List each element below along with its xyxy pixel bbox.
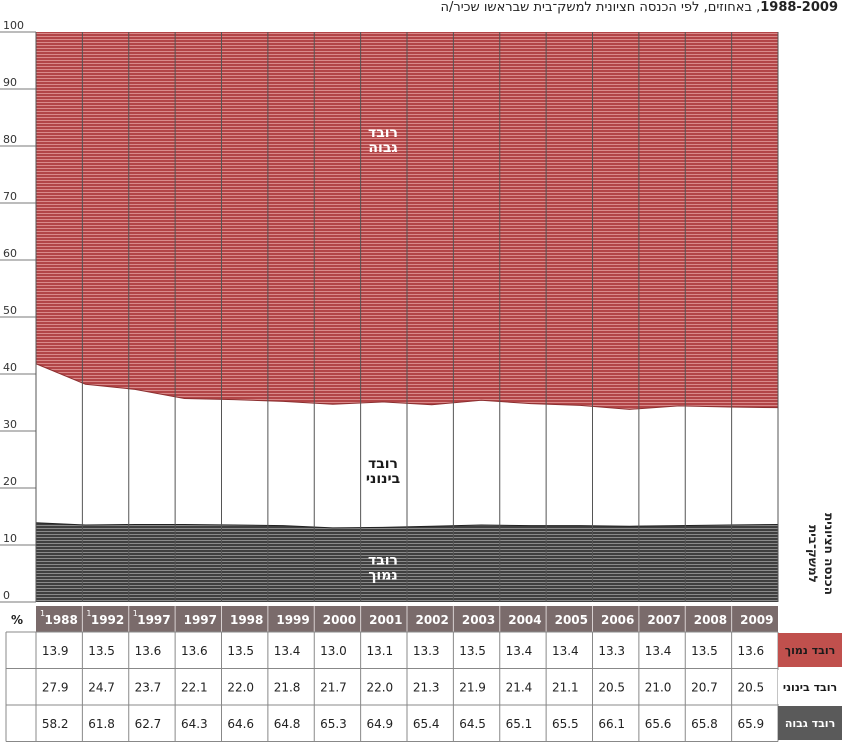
- table-cell-low: 13.4: [552, 644, 579, 658]
- table-cell-middle: 21.4: [506, 681, 533, 695]
- year-label: 1997: [137, 613, 170, 627]
- area-label-middle: בינוני: [366, 471, 400, 487]
- y-tick-label: 50: [3, 304, 17, 317]
- table-cell-high: 64.5: [459, 717, 486, 731]
- table-cell-low: 13.6: [737, 644, 764, 658]
- table-cell-middle: 22.0: [227, 681, 254, 695]
- y-tick-label: 20: [3, 475, 17, 488]
- year-label: 2005: [555, 613, 588, 627]
- y-tick-label: 90: [3, 76, 17, 89]
- table-cell-middle: 22.1: [181, 681, 208, 695]
- table-cell-middle: 21.1: [552, 681, 579, 695]
- table-cell-middle: 21.0: [645, 681, 672, 695]
- table-cell-middle: 20.5: [737, 681, 764, 695]
- table-cell-high: 65.1: [506, 717, 533, 731]
- chart-title: 1988-2009, באחוזים, לפי הכנסה חציונית למ…: [440, 0, 838, 15]
- year-label: 2008: [694, 613, 727, 627]
- table-cell-high: 65.9: [737, 717, 764, 731]
- table-cell-middle: 27.9: [42, 681, 69, 695]
- table-cell-high: 66.1: [598, 717, 625, 731]
- area-label-low: רובד: [368, 553, 398, 569]
- title-years: 1988-2009: [760, 0, 838, 15]
- row-label-low-text: רובד נמוך: [784, 643, 836, 657]
- table-cell-high: 65.3: [320, 717, 347, 731]
- table-cell-high: 64.8: [274, 717, 301, 731]
- area-label-high: גבוה: [368, 140, 397, 156]
- year-label: 1988: [44, 613, 77, 627]
- y-tick-label: 40: [3, 361, 17, 374]
- table-cell-high: 65.5: [552, 717, 579, 731]
- row-label-high: רובד גבוה: [778, 706, 842, 740]
- year-label: 1997: [184, 613, 217, 627]
- year-label: 2006: [601, 613, 634, 627]
- y-tick-label: 60: [3, 247, 17, 260]
- table-cell-low: 13.6: [135, 644, 162, 658]
- table-cell-low: 13.4: [274, 644, 301, 658]
- y-tick-label: 10: [3, 532, 17, 545]
- year-label: 1998: [230, 613, 263, 627]
- table-cell-low: 13.3: [598, 644, 625, 658]
- table-cell-middle: 20.5: [598, 681, 625, 695]
- row-header-title: הכנסה חציונית למשק־בית: [806, 513, 836, 595]
- table-cell-low: 13.0: [320, 644, 347, 658]
- y-tick-label: 70: [3, 190, 17, 203]
- table-cell-low: 13.5: [227, 644, 254, 658]
- table-cell-high: 64.6: [227, 717, 254, 731]
- table-cell-low: 13.6: [181, 644, 208, 658]
- year-label: 2001: [369, 613, 402, 627]
- area-label-low: נמוך: [368, 568, 397, 584]
- table-cell-low: 13.5: [459, 644, 486, 658]
- row-label-low: רובד נמוך: [778, 633, 842, 667]
- year-label: 1999: [276, 613, 309, 627]
- table-cell-high: 64.9: [366, 717, 393, 731]
- year-label: 2009: [740, 613, 773, 627]
- table-cell-middle: 24.7: [88, 681, 115, 695]
- footnote-mark: 1: [133, 609, 138, 618]
- year-label: 2007: [647, 613, 680, 627]
- table-cell-high: 61.8: [88, 717, 115, 731]
- table-cell-middle: 22.0: [366, 681, 393, 695]
- y-tick-label: 80: [3, 133, 17, 146]
- table-cell-middle: 20.7: [691, 681, 718, 695]
- year-label: 2004: [508, 613, 541, 627]
- table-cell-high: 65.8: [691, 717, 718, 731]
- table-cell-high: 62.7: [135, 717, 162, 731]
- y-tick-label: 0: [3, 589, 10, 602]
- table-cell-high: 58.2: [42, 717, 69, 731]
- year-label: 2002: [415, 613, 448, 627]
- footnote-mark: 1: [40, 609, 45, 618]
- table-cell-high: 65.4: [413, 717, 440, 731]
- row-label-high-text: רובד גבוה: [784, 716, 836, 730]
- y-tick-label: 100: [3, 19, 24, 32]
- title-text: באחוזים, לפי הכנסה חציונית למשק־בית שברא…: [440, 0, 752, 15]
- table-cell-high: 65.6: [645, 717, 672, 731]
- table-cell-middle: 21.9: [459, 681, 486, 695]
- table-cell-low: 13.4: [506, 644, 533, 658]
- footnote-mark: 1: [86, 609, 91, 618]
- table-cell-low: 13.9: [42, 644, 69, 658]
- year-label: 2003: [462, 613, 495, 627]
- table-cell-low: 13.3: [413, 644, 440, 658]
- y-tick-label: 30: [3, 418, 17, 431]
- table-cell-low: 13.5: [88, 644, 115, 658]
- area-label-high: רובד: [368, 125, 398, 141]
- table-cell-middle: 21.8: [274, 681, 301, 695]
- table-cell-low: 13.5: [691, 644, 718, 658]
- table-cell-low: 13.4: [645, 644, 672, 658]
- year-label: 2000: [323, 613, 356, 627]
- area-label-middle: רובד: [368, 456, 398, 472]
- row-label-middle: רובד בינוני: [778, 670, 842, 704]
- table-cell-middle: 21.3: [413, 681, 440, 695]
- table-cell-middle: 21.7: [320, 681, 347, 695]
- row-label-middle-text: רובד בינוני: [782, 680, 838, 694]
- year-label: 1992: [91, 613, 124, 627]
- table-cell-middle: 23.7: [135, 681, 162, 695]
- table-cell-high: 64.3: [181, 717, 208, 731]
- percent-symbol: %: [11, 613, 23, 627]
- table-cell-low: 13.1: [366, 644, 393, 658]
